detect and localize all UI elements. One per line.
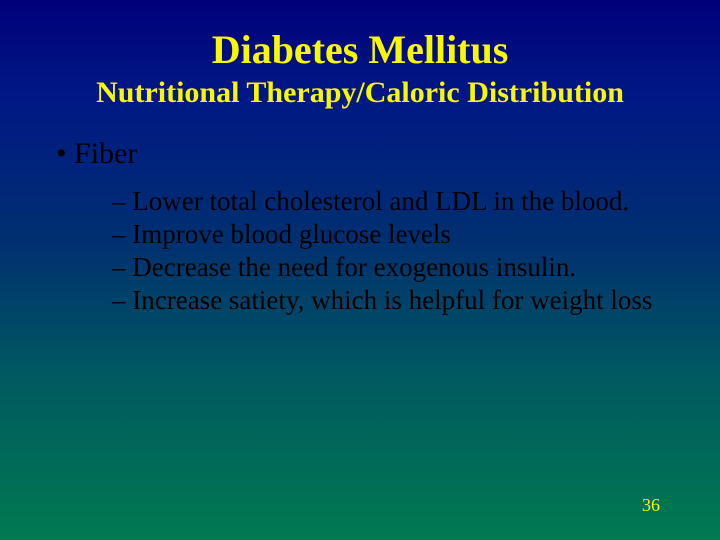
slide-subtitle: Nutritional Therapy/Caloric Distribution — [48, 76, 672, 109]
sub-bullet-item: Decrease the need for exogenous insulin. — [112, 251, 672, 284]
sub-bullet-item: Increase satiety, which is helpful for w… — [112, 284, 672, 317]
sub-bullet-item: Improve blood glucose levels — [112, 218, 672, 251]
slide: Diabetes Mellitus Nutritional Therapy/Ca… — [0, 0, 720, 540]
slide-title: Diabetes Mellitus — [48, 28, 672, 72]
sub-bullet-item: Lower total cholesterol and LDL in the b… — [112, 185, 672, 218]
bullet-main: Fiber — [48, 137, 672, 171]
page-number: 36 — [642, 495, 660, 516]
sub-bullet-list: Lower total cholesterol and LDL in the b… — [48, 185, 672, 317]
